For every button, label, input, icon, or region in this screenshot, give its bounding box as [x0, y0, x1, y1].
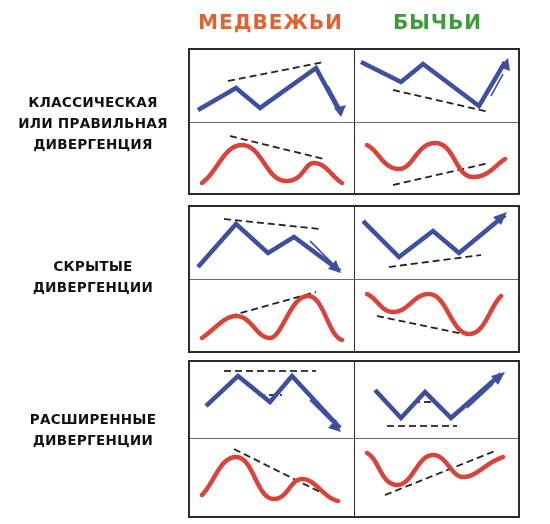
oscillator-line	[199, 142, 345, 186]
row-divider	[190, 438, 518, 439]
trend-line	[376, 315, 474, 337]
arrowhead-icon	[334, 105, 346, 117]
arrowhead-icon	[491, 372, 505, 385]
oscillator-line	[364, 140, 508, 180]
arrow-icon	[309, 399, 333, 423]
arrow-icon	[327, 85, 341, 109]
arrow-icon	[466, 222, 496, 246]
extended-bearish-price-chart	[190, 362, 354, 438]
trend-line	[392, 162, 490, 186]
trend-line	[384, 450, 496, 496]
hidden-bullish-price-chart	[355, 207, 518, 279]
arrowhead-icon	[328, 419, 341, 432]
price-line	[196, 64, 342, 114]
bullish-column-header: БЫЧЬИ	[392, 10, 483, 34]
trend-line	[233, 448, 335, 500]
extended-bullish-oscillator-chart	[355, 439, 518, 517]
column-divider	[354, 362, 355, 516]
row-label-line: ДИВЕРГЕНЦИИ	[32, 280, 154, 296]
row-label-hidden: СКРЫТЫЕ ДИВЕРГЕНЦИИ	[0, 257, 186, 299]
row-label-line: РАСШИРЕННЫЕ	[29, 412, 157, 428]
row-label-extended: РАСШИРЕННЫЕ ДИВЕРГЕНЦИИ	[0, 410, 186, 452]
price-line	[373, 372, 503, 422]
row-label-line: СКРЫТЫЕ	[53, 259, 133, 275]
hidden-bearish-oscillator-chart	[190, 280, 354, 352]
price-line	[204, 372, 342, 430]
extended-bearish-oscillator-chart	[190, 439, 354, 517]
column-divider	[354, 50, 355, 193]
classic-bearish-price-chart	[190, 50, 354, 122]
price-line	[196, 220, 342, 273]
hidden-divergence-panel	[188, 205, 520, 353]
price-line	[359, 59, 507, 110]
classic-bearish-oscillator-chart	[190, 123, 354, 195]
arrow-icon	[490, 73, 504, 97]
arrowhead-icon	[493, 212, 507, 225]
row-label-line: КЛАССИЧЕСКАЯ	[28, 95, 158, 111]
trend-line	[388, 254, 482, 268]
bearish-column-header: МЕДВЕЖЬИ	[198, 10, 343, 34]
row-label-line: ДИВЕРГЕНЦИИ	[32, 433, 154, 449]
trend-line	[229, 291, 317, 317]
hidden-bullish-oscillator-chart	[355, 280, 518, 352]
oscillator-line	[364, 450, 506, 488]
row-label-classic: КЛАССИЧЕСКАЯ ИЛИ ПРАВИЛЬНАЯ ДИВЕРГЕНЦИЯ	[0, 93, 186, 156]
row-divider	[190, 122, 518, 123]
row-label-line: ИЛИ ПРАВИЛЬНАЯ	[18, 116, 168, 132]
row-divider	[190, 279, 518, 280]
trend-line	[392, 89, 490, 113]
extended-divergence-panel	[188, 360, 520, 518]
arrow-icon	[466, 383, 494, 409]
classic-bullish-oscillator-chart	[355, 123, 518, 195]
arrowhead-icon	[328, 260, 341, 273]
oscillator-line	[364, 291, 504, 337]
hidden-bearish-price-chart	[190, 207, 354, 279]
trend-line	[223, 218, 321, 230]
trend-line	[227, 61, 325, 82]
row-label-line: ДИВЕРГЕНЦИЯ	[33, 137, 153, 153]
classic-divergence-panel	[188, 48, 520, 195]
trend-line	[229, 135, 325, 160]
oscillator-line	[199, 454, 341, 504]
arrow-icon	[309, 240, 333, 264]
arrowhead-icon	[499, 58, 510, 71]
price-line	[361, 213, 507, 260]
classic-bullish-price-chart	[355, 50, 518, 122]
oscillator-line	[199, 293, 345, 343]
extended-bullish-price-chart	[355, 362, 518, 438]
